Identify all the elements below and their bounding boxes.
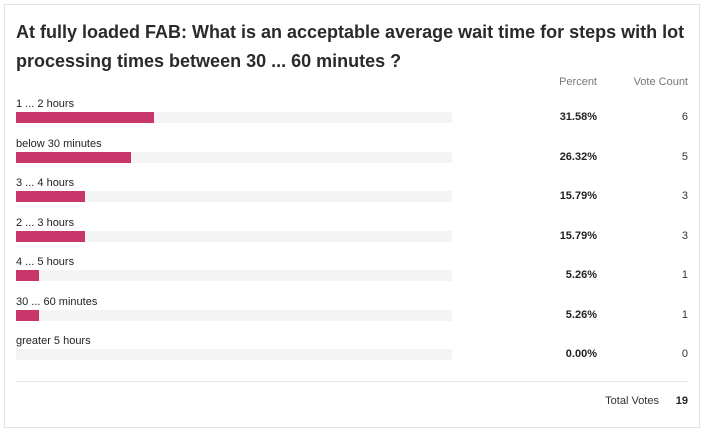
total-votes-label: Total Votes bbox=[605, 395, 659, 407]
option-vote-count: 1 bbox=[681, 308, 688, 321]
option-bar-track bbox=[16, 270, 452, 281]
option-vote-count: 6 bbox=[681, 111, 688, 123]
option-label: 1 ... 2 hours bbox=[16, 98, 75, 110]
option-bar-track bbox=[16, 309, 452, 321]
poll-option-row: 3 ... 4 hours 15.79% 3 bbox=[0, 177, 706, 217]
option-vote-count: 3 bbox=[681, 190, 688, 202]
option-percent: 31.58% bbox=[559, 111, 597, 123]
option-vote-count: 5 bbox=[681, 150, 688, 163]
option-label: 2 ... 3 hours bbox=[16, 216, 75, 229]
option-bar-track bbox=[16, 191, 452, 202]
option-bar-fill bbox=[16, 270, 39, 281]
poll-option-row: 1 ... 2 hours 31.58% 6 bbox=[0, 98, 706, 138]
option-bar-fill bbox=[16, 230, 85, 242]
option-bar-fill bbox=[16, 191, 85, 202]
poll-title: At fully loaded FAB: What is an acceptab… bbox=[16, 22, 685, 71]
poll-option-row: 2 ... 3 hours 15.79% 3 bbox=[0, 217, 706, 257]
option-percent: 15.79% bbox=[559, 229, 597, 242]
option-vote-count: 0 bbox=[681, 348, 688, 360]
option-percent: 26.32% bbox=[559, 150, 597, 163]
poll-option-row: below 30 minutes 26.32% 5 bbox=[0, 138, 706, 178]
poll-card bbox=[4, 4, 700, 428]
option-vote-count: 3 bbox=[681, 229, 688, 242]
option-bar-track bbox=[16, 349, 452, 360]
option-label: below 30 minutes bbox=[16, 137, 102, 150]
total-votes-value: 19 bbox=[675, 395, 688, 407]
option-percent: 15.79% bbox=[559, 190, 597, 202]
option-bar-track bbox=[16, 151, 452, 163]
option-percent: 0.00% bbox=[565, 348, 597, 360]
option-label: greater 5 hours bbox=[16, 335, 91, 347]
option-label: 4 ... 5 hours bbox=[16, 256, 75, 268]
poll-option-row: 30 ... 60 minutes 5.26% 1 bbox=[0, 296, 706, 336]
option-percent: 5.26% bbox=[565, 308, 597, 321]
divider bbox=[16, 381, 688, 382]
poll-option-row: 4 ... 5 hours 5.26% 1 bbox=[0, 256, 706, 296]
vote-count-header: Vote Count bbox=[633, 76, 688, 88]
option-bar-fill bbox=[16, 112, 154, 123]
option-percent: 5.26% bbox=[565, 269, 597, 281]
option-bar-track bbox=[16, 112, 452, 123]
option-bar-fill bbox=[16, 151, 131, 163]
option-vote-count: 1 bbox=[681, 269, 688, 281]
option-label: 30 ... 60 minutes bbox=[16, 295, 98, 308]
option-label: 3 ... 4 hours bbox=[16, 177, 75, 189]
option-bar-track bbox=[16, 230, 452, 242]
percent-header: Percent bbox=[559, 76, 597, 88]
poll-option-row: greater 5 hours 0.00% 0 bbox=[0, 335, 706, 375]
option-bar-fill bbox=[16, 309, 39, 321]
